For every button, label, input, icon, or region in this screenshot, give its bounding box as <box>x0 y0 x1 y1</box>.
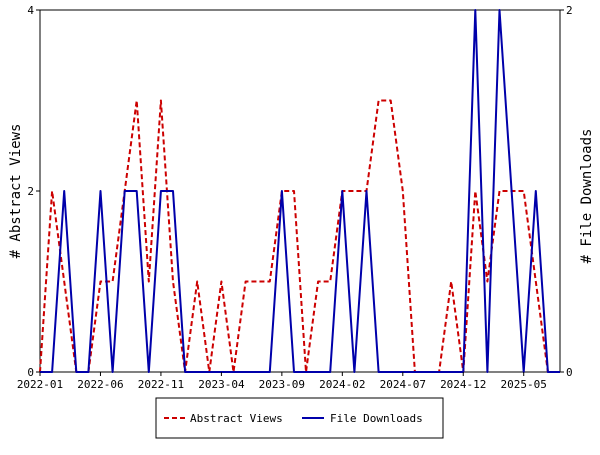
y-left-tick-label: 0 <box>27 366 34 379</box>
y-right-tick-label: 0 <box>566 366 573 379</box>
series-line-abstract-views <box>39 99 560 373</box>
x-tick-label: 2024-02 <box>319 378 365 391</box>
legend-label-file-downloads: File Downloads <box>330 412 423 425</box>
legend-label-abstract-views: Abstract Views <box>190 412 283 425</box>
y-left-tick-label: 2 <box>27 185 34 198</box>
y-right-tick-group: 02 <box>560 4 573 379</box>
legend-box <box>155 397 444 439</box>
x-tick-label: 2022-11 <box>138 378 184 391</box>
series-line-file-downloads <box>40 9 560 373</box>
x-tick-label: 2023-09 <box>259 378 305 391</box>
y-right-tick-label: 2 <box>566 4 573 17</box>
series-layer <box>39 9 560 373</box>
legend: Abstract Views File Downloads <box>155 397 444 439</box>
x-tick-label: 2023-04 <box>198 378 245 391</box>
x-tick-label: 2024-07 <box>380 378 426 391</box>
x-tick-label: 2022-06 <box>77 378 123 391</box>
x-tick-label: 2025-05 <box>501 378 547 391</box>
y-left-tick-group: 0 2 4 <box>27 4 40 379</box>
x-tick-label: 2024-12 <box>440 378 486 391</box>
x-tick-label: 2022-01 <box>17 378 63 391</box>
y-right-axis-title: # File Downloads <box>579 129 595 264</box>
x-tick-group: 2022-01 2022-06 2022-11 2023-04 2023-09 2024-… <box>17 372 547 391</box>
y-left-tick-label: 4 <box>27 4 34 17</box>
y-left-axis-title: # Abstract Views <box>8 124 24 259</box>
